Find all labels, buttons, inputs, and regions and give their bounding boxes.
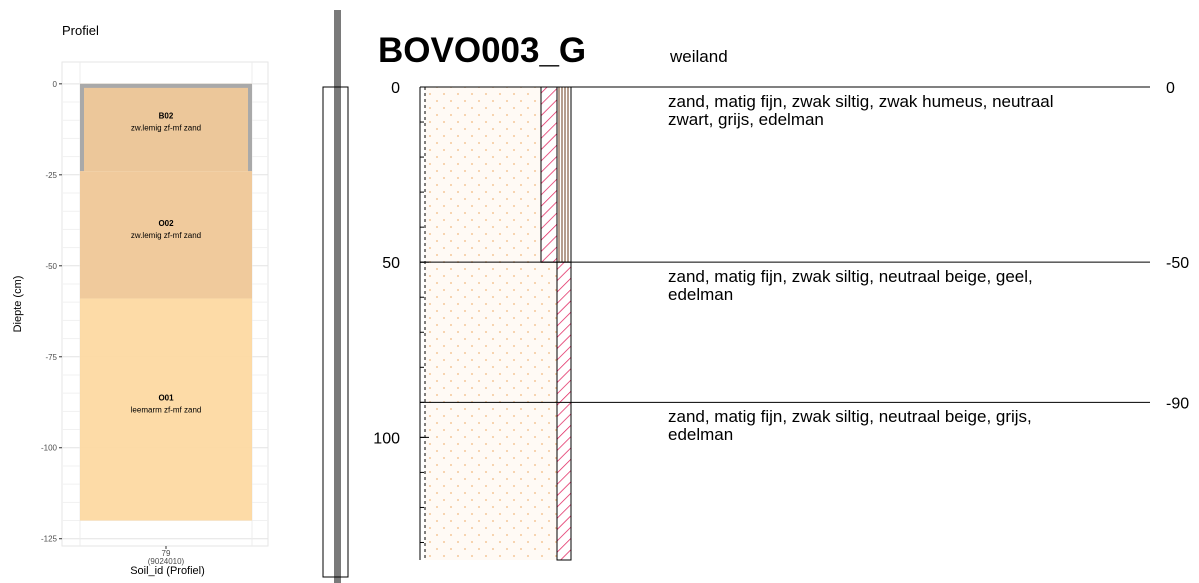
y-tick-label: -125 — [41, 535, 58, 544]
layer-name: O02 — [158, 219, 174, 228]
y-tick-label: -75 — [45, 353, 57, 362]
humus-hatch — [540, 86, 558, 263]
layer-outline — [80, 83, 252, 172]
y-tick-label: -25 — [45, 171, 57, 180]
y-tick-label: 100 — [373, 430, 400, 447]
x-tick-label: 79 (9024010) — [147, 549, 185, 567]
y-tick-label: -50 — [45, 262, 57, 271]
layer-description: zand, matig fijn, zwak siltig, zwak hume… — [668, 92, 1054, 129]
layer-description: zand, matig fijn, zwak siltig, neutraal … — [668, 267, 1033, 305]
layer-name: B02 — [159, 112, 174, 121]
layer — [80, 83, 252, 172]
silt-hatch — [556, 261, 572, 561]
chart-title: BOVO003_G — [378, 31, 586, 70]
y-tick-label: 0 — [53, 80, 58, 89]
y2-tick-label: 0 — [1166, 80, 1175, 97]
chart-subtitle: weiland — [669, 47, 728, 66]
y-axis-label: Diepte (cm) — [12, 276, 24, 333]
sand-column — [425, 87, 557, 560]
divider — [334, 10, 341, 583]
layer-description: leemarm zf-mf zand — [131, 406, 202, 415]
layer-name: O01 — [158, 394, 174, 403]
y-tick-label: 0 — [391, 80, 400, 97]
x-axis-label: Soil_id (Profiel) — [130, 565, 205, 577]
layer — [80, 171, 252, 299]
layer-description: zw.lemig zf-mf zand — [131, 124, 201, 133]
y2-tick-label: -90 — [1166, 395, 1189, 412]
y2-tick-label: -50 — [1166, 255, 1189, 272]
layer — [80, 298, 252, 521]
y-tick-label: -100 — [41, 444, 58, 453]
humus-stripes — [556, 86, 572, 263]
ruler-frame — [322, 86, 349, 578]
layer-description: zw.lemig zf-mf zand — [131, 231, 201, 240]
chart-title: Profiel — [62, 23, 99, 38]
layer-description: zand, matig fijn, zwak siltig, neutraal … — [668, 407, 1032, 445]
y-tick-label: 50 — [382, 255, 400, 272]
